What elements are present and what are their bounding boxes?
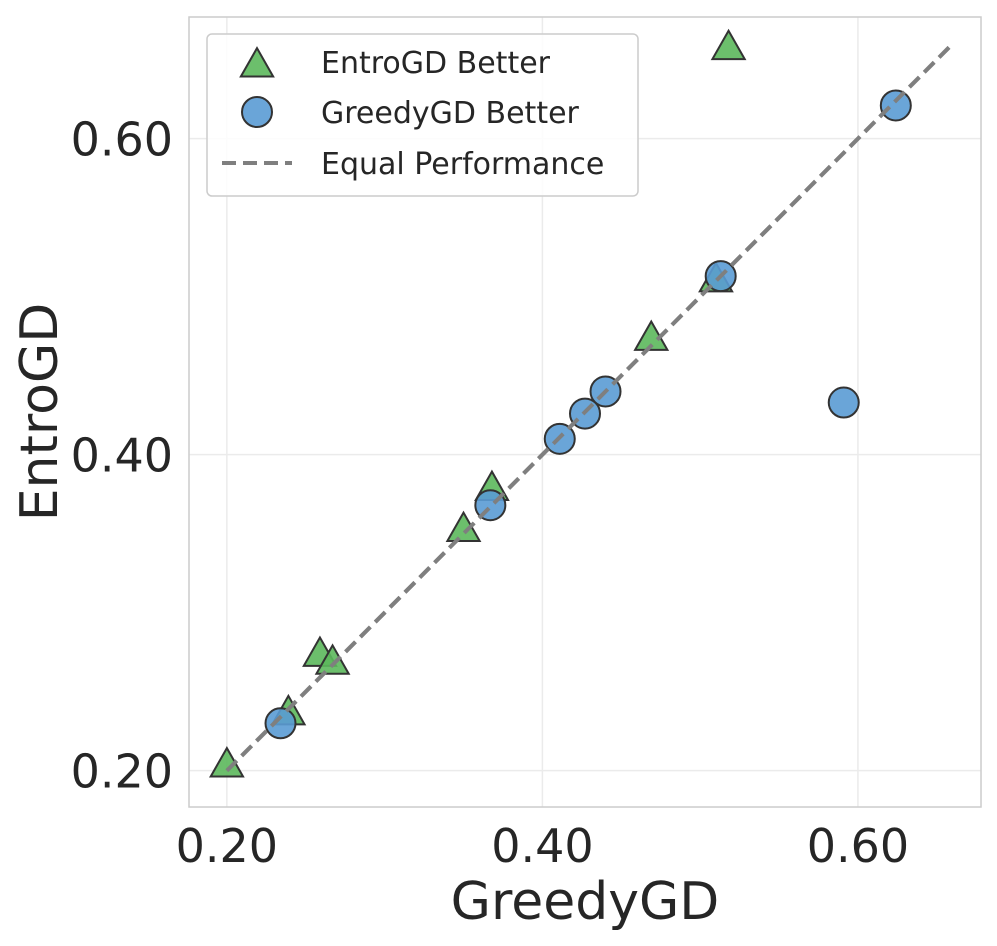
x-tick-label: 0.40 bbox=[491, 819, 593, 873]
x-axis-label: GreedyGD bbox=[451, 872, 720, 932]
triangle-point-3 bbox=[314, 643, 351, 675]
circle-point-6 bbox=[827, 386, 860, 419]
y-tick-label: 0.60 bbox=[71, 113, 173, 167]
equal-performance-line-overlay bbox=[225, 45, 951, 773]
legend-label: GreedyGD Better bbox=[321, 96, 580, 131]
x-tick-label: 0.20 bbox=[176, 819, 278, 873]
circle-point-0 bbox=[264, 707, 297, 740]
legend: EntroGD Better GreedyGD Better Equal Perfo… bbox=[206, 33, 639, 197]
circle-point-7 bbox=[879, 89, 912, 122]
legend-label: Equal Performance bbox=[321, 147, 604, 182]
legend-box bbox=[206, 33, 639, 197]
data-points bbox=[208, 28, 951, 778]
legend-circle-icon bbox=[241, 96, 273, 128]
y-tick-label: 0.40 bbox=[71, 429, 173, 483]
legend-triangle-icon bbox=[239, 46, 275, 78]
tick-labels: 0.20 0.40 0.60 0.20 0.40 0.60 bbox=[71, 113, 910, 873]
y-tick-label: 0.20 bbox=[71, 745, 173, 799]
legend-label: EntroGD Better bbox=[321, 46, 551, 81]
plot-frame bbox=[188, 16, 982, 808]
triangle-point-8 bbox=[710, 28, 747, 61]
y-axis-label: EntroGD bbox=[10, 303, 70, 522]
x-tick-label: 0.60 bbox=[807, 819, 909, 873]
